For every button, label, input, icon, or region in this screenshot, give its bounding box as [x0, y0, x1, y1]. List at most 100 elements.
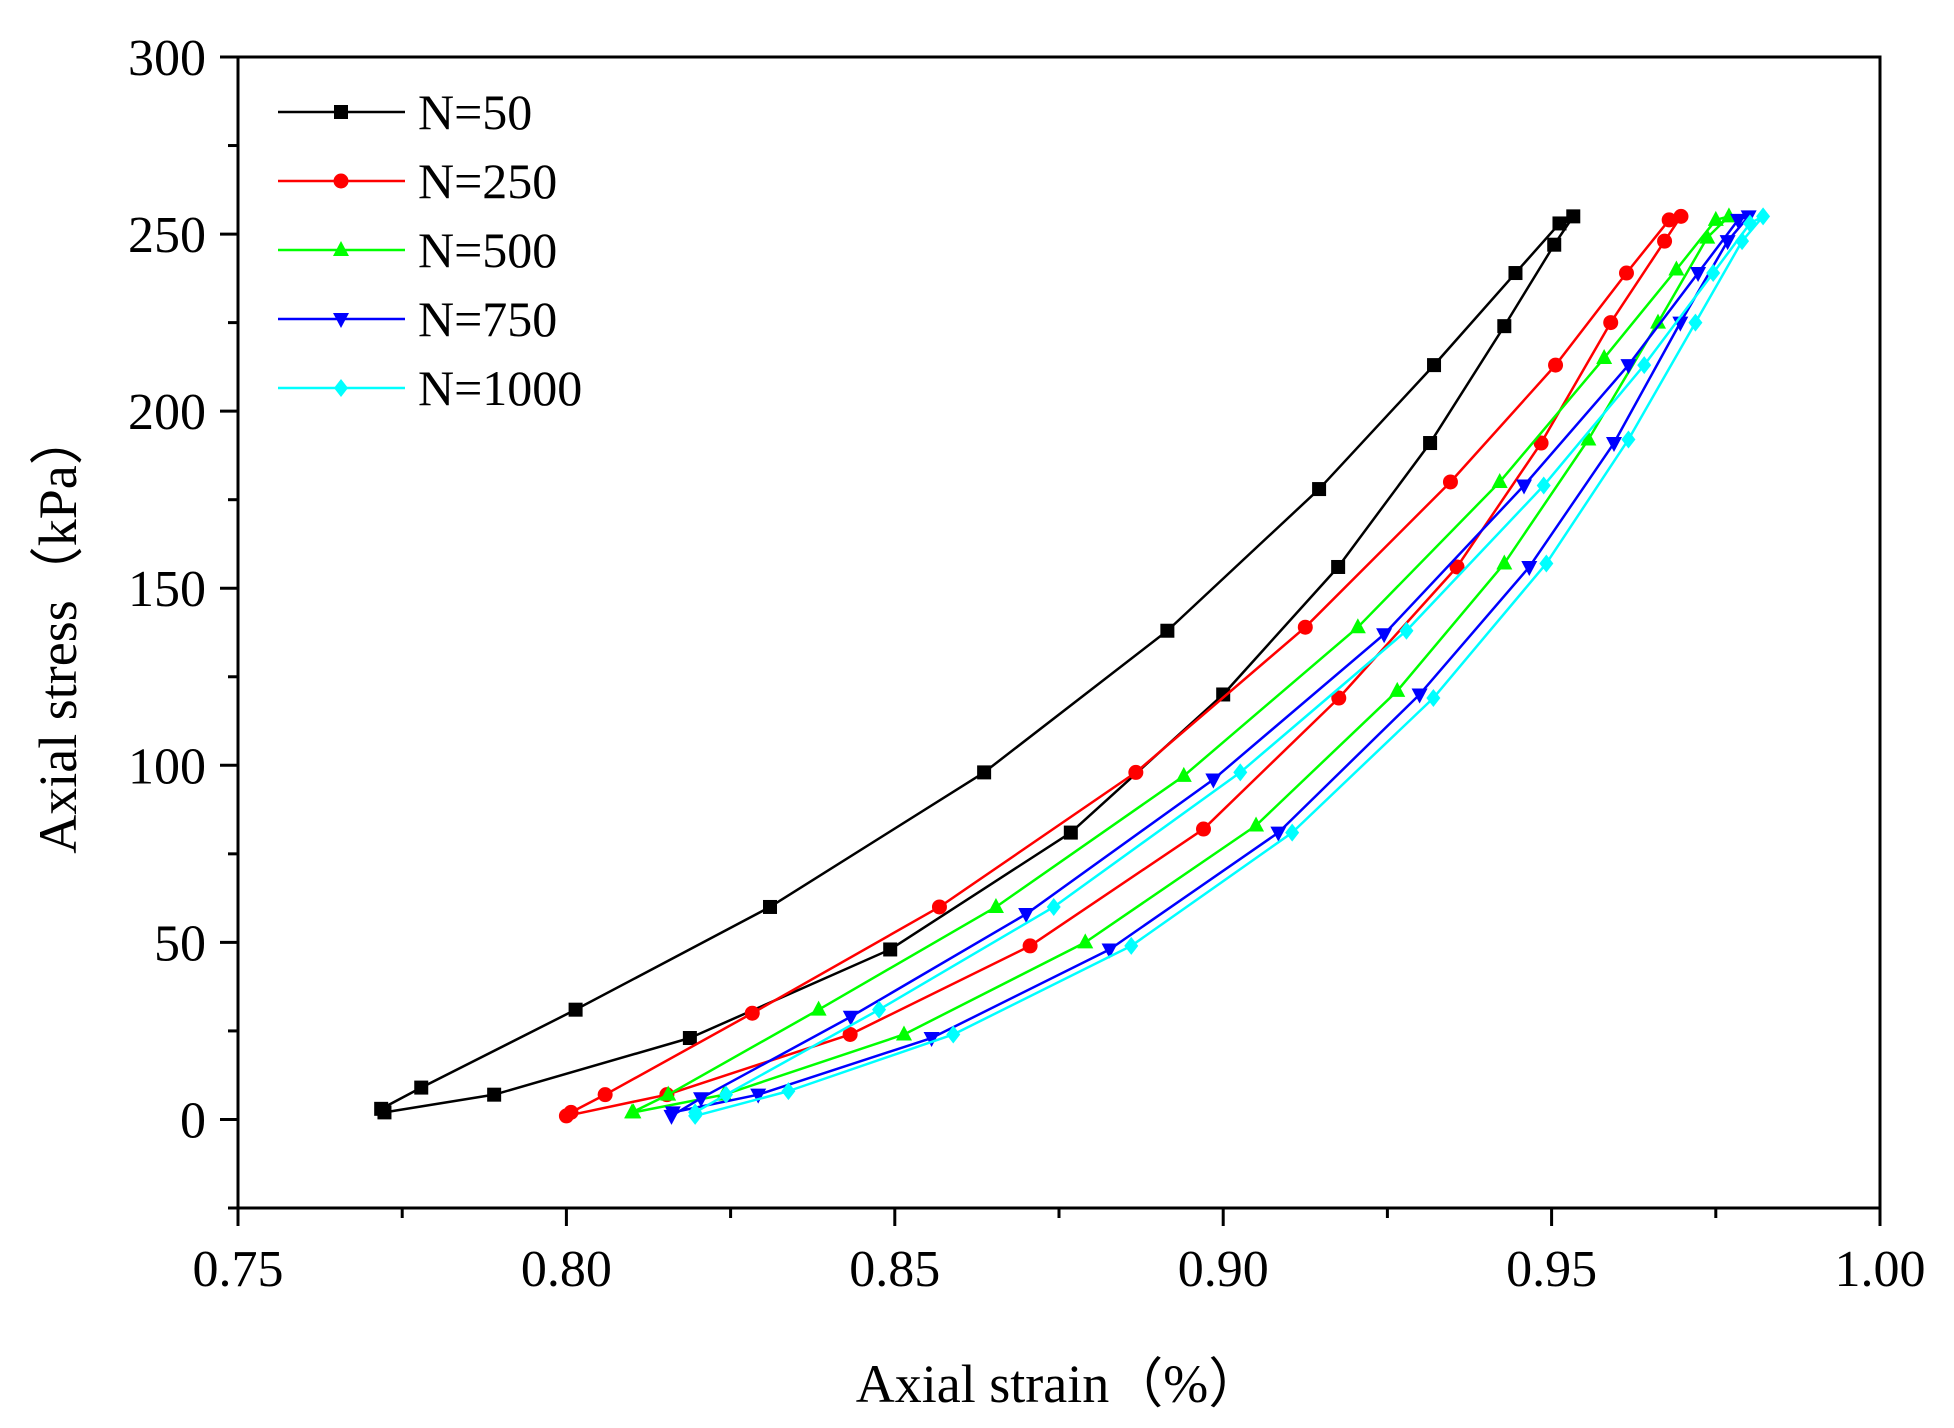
data-point-n-500: [1077, 933, 1094, 949]
data-point-n-1000: [946, 1025, 961, 1044]
data-point-n-50: [977, 765, 992, 780]
data-point-n-750: [1620, 359, 1637, 375]
data-point-n-250: [931, 899, 947, 915]
data-point-n-250: [1449, 559, 1465, 575]
data-point-n-1000: [1637, 356, 1652, 375]
data-point-n-50: [1063, 825, 1078, 840]
data-point-n-50: [487, 1087, 502, 1102]
y-tick-label: 150: [128, 561, 206, 618]
data-point-n-750: [923, 1032, 940, 1048]
series-n-250: [558, 208, 1689, 1124]
x-tick-label: 0.90: [1178, 1241, 1269, 1298]
data-point-n-250: [1128, 764, 1144, 780]
data-point-n-500: [1496, 554, 1513, 570]
data-point-n-250: [1022, 938, 1038, 954]
y-tick-label: 300: [128, 30, 206, 87]
y-tick-label: 50: [154, 915, 206, 972]
data-point-n-50: [1216, 687, 1231, 702]
data-point-n-250: [1548, 357, 1564, 373]
data-point-n-1000: [1426, 689, 1441, 708]
y-tick-label: 200: [128, 384, 206, 441]
y-axis-title: Axial stress（kPa）: [28, 411, 88, 853]
data-point-n-750: [1411, 688, 1428, 704]
legend-item-n-250: N=250: [278, 153, 557, 209]
data-point-n-750: [1101, 943, 1118, 959]
data-point-n-250: [558, 1108, 574, 1124]
data-point-n-50: [1508, 266, 1523, 281]
data-point-n-1000: [1706, 264, 1721, 283]
data-point-n-50: [682, 1031, 697, 1046]
data-point-n-250: [842, 1026, 858, 1042]
data-point-n-50: [1497, 319, 1512, 334]
legend-marker: [333, 173, 349, 189]
data-point-n-500: [1248, 816, 1265, 832]
data-point-n-750: [842, 1010, 859, 1026]
legend-marker: [334, 379, 348, 397]
data-point-n-750: [1018, 908, 1035, 924]
data-point-n-750: [1730, 213, 1747, 229]
y-tick-label: 100: [128, 738, 206, 795]
data-point-n-1000: [1285, 823, 1300, 842]
y-tick-label: 250: [128, 207, 206, 264]
legend-label: N=250: [418, 153, 557, 209]
data-point-n-500: [1699, 228, 1716, 244]
data-point-n-1000: [1621, 430, 1636, 449]
y-tick-label: 0: [180, 1092, 206, 1149]
data-point-n-50: [1566, 209, 1581, 224]
data-point-n-50: [1547, 237, 1562, 252]
data-point-n-750: [1521, 560, 1538, 576]
data-point-n-50: [1312, 482, 1327, 497]
legend-marker: [333, 313, 349, 328]
legend-label: N=500: [418, 222, 557, 278]
data-point-n-250: [1331, 690, 1347, 706]
data-point-n-250: [597, 1087, 613, 1103]
data-point-n-500: [1580, 430, 1597, 446]
x-tick-label: 1.00: [1835, 1241, 1926, 1298]
legend-item-n-50: N=50: [278, 84, 532, 140]
data-point-n-500: [1650, 313, 1667, 329]
data-point-n-250: [1673, 208, 1689, 224]
data-point-n-50: [1160, 623, 1175, 638]
data-point-n-500: [1707, 210, 1724, 226]
data-point-n-250: [1442, 474, 1458, 490]
data-point-n-50: [763, 899, 778, 914]
data-point-n-1000: [1756, 207, 1771, 226]
data-point-n-1000: [781, 1082, 796, 1101]
data-point-n-500: [1668, 260, 1685, 276]
data-point-n-750: [1719, 235, 1736, 251]
data-point-n-1000: [1688, 313, 1703, 332]
data-point-n-50: [883, 942, 898, 957]
data-point-n-250: [1533, 435, 1549, 451]
data-point-n-250: [1297, 619, 1313, 635]
data-point-n-750: [664, 1106, 681, 1122]
legend-marker: [334, 105, 348, 119]
series-n-500: [624, 207, 1737, 1119]
legend-item-n-750: N=750: [278, 291, 557, 347]
data-point-n-1000: [719, 1085, 734, 1104]
data-point-n-750: [1516, 479, 1533, 495]
data-point-n-1000: [1742, 214, 1757, 233]
legend-label: N=50: [418, 84, 532, 140]
data-point-n-250: [1195, 821, 1211, 837]
data-point-n-50: [1552, 216, 1567, 231]
x-tick-label: 0.80: [521, 1241, 612, 1298]
plot-area: [374, 207, 1771, 1125]
data-point-n-50: [414, 1080, 429, 1095]
data-point-n-750: [1605, 437, 1622, 453]
data-point-n-50: [1423, 436, 1438, 451]
data-point-n-750: [1376, 628, 1393, 644]
legend: N=50 N=250 N=500 N=750 N=1000: [278, 84, 582, 416]
legend-item-n-1000: N=1000: [278, 360, 582, 416]
data-point-n-750: [693, 1092, 710, 1108]
data-point-n-250: [1661, 212, 1677, 228]
legend-label: N=1000: [418, 360, 582, 416]
data-point-n-1000: [1233, 763, 1248, 782]
data-point-n-50: [1331, 559, 1346, 574]
data-point-n-1000: [1539, 554, 1554, 573]
data-point-n-500: [987, 897, 1004, 913]
data-point-n-250: [1657, 233, 1673, 249]
legend-marker: [333, 241, 349, 256]
data-point-n-500: [810, 1000, 827, 1016]
